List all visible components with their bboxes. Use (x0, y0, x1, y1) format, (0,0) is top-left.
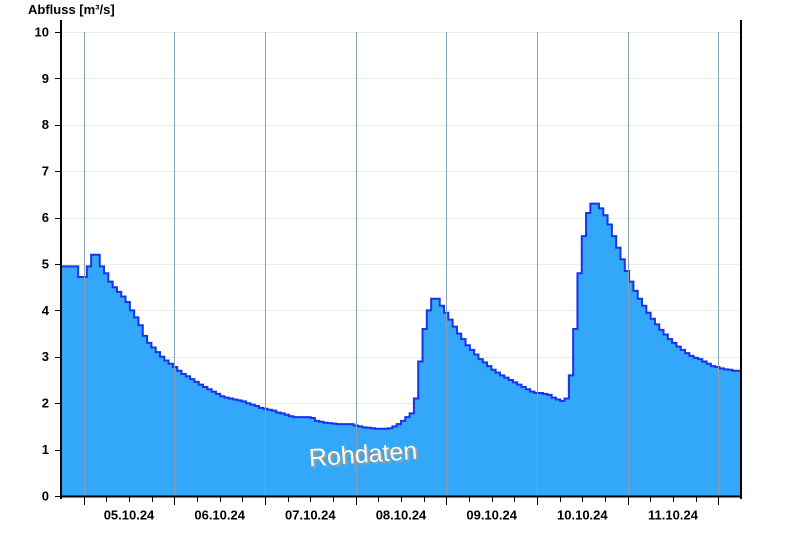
svg-text:08.10.24: 08.10.24 (376, 508, 427, 523)
svg-text:0: 0 (42, 488, 49, 503)
svg-text:3: 3 (42, 349, 49, 364)
svg-text:8: 8 (42, 117, 49, 132)
svg-text:10: 10 (35, 24, 49, 39)
svg-text:05.10.24: 05.10.24 (104, 508, 155, 523)
discharge-area-series (61, 202, 741, 496)
svg-text:10.10.24: 10.10.24 (557, 508, 608, 523)
y-axis-tick-labels: 0 1 2 3 4 5 6 7 8 9 10 (35, 24, 50, 503)
svg-text:7: 7 (42, 164, 49, 179)
axis-tick-marks (55, 31, 720, 505)
svg-text:9: 9 (42, 71, 49, 86)
svg-text:6: 6 (42, 210, 49, 225)
svg-text:5: 5 (42, 256, 49, 271)
x-axis-tick-labels: 05.10.24 06.10.24 07.10.24 08.10.24 09.10.24… (104, 508, 699, 523)
vertical-day-gridlines (84, 32, 719, 496)
y-axis-title: Abfluss [m³/s] (28, 2, 115, 17)
svg-text:2: 2 (42, 396, 49, 411)
svg-text:09.10.24: 09.10.24 (466, 508, 517, 523)
svg-text:11.10.24: 11.10.24 (648, 508, 699, 523)
svg-text:1: 1 (42, 442, 49, 457)
svg-text:06.10.24: 06.10.24 (194, 508, 245, 523)
svg-text:4: 4 (42, 303, 50, 318)
svg-text:07.10.24: 07.10.24 (285, 508, 336, 523)
